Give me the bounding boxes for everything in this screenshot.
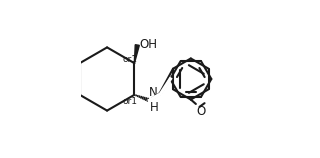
Text: OH: OH — [139, 38, 157, 51]
Text: H: H — [150, 101, 159, 114]
Polygon shape — [134, 45, 139, 63]
Text: N: N — [149, 86, 158, 99]
Text: O: O — [196, 105, 205, 118]
Text: or1: or1 — [123, 97, 138, 106]
Text: or1: or1 — [123, 55, 138, 64]
